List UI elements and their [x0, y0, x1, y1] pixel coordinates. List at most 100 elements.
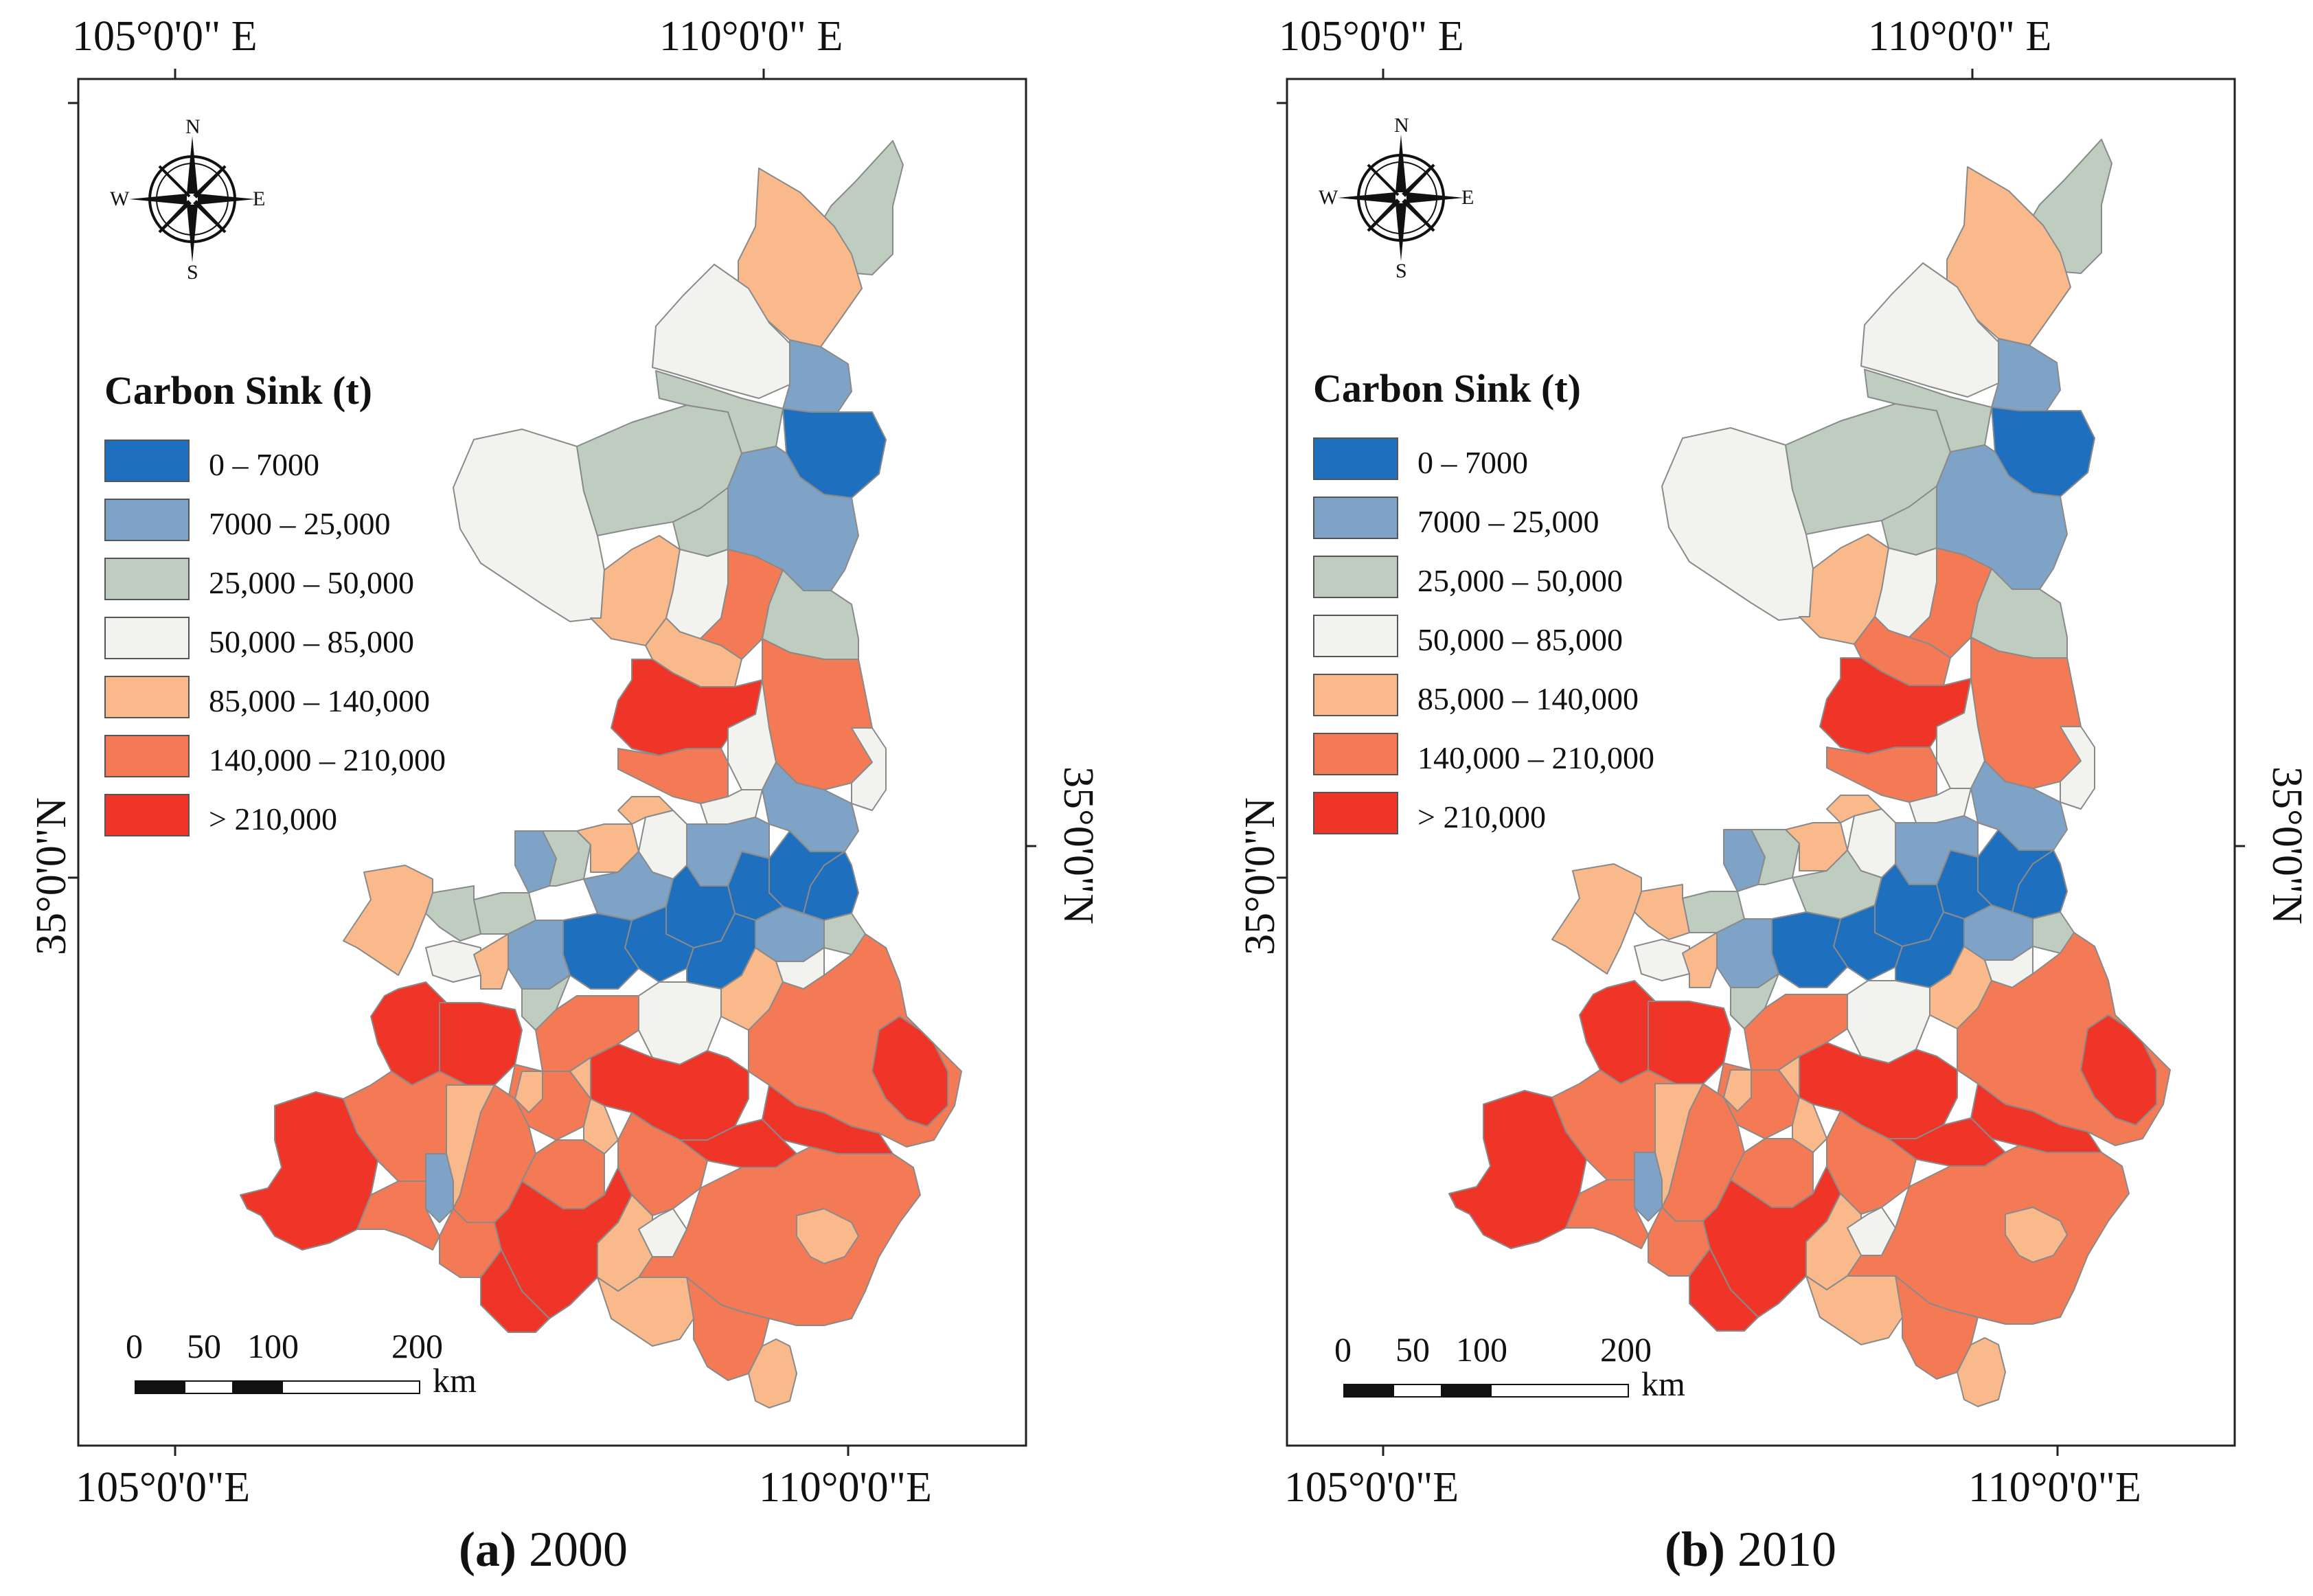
region	[762, 762, 859, 852]
scale-unit: km	[433, 1361, 477, 1400]
scale-tick: 200	[1600, 1330, 1652, 1369]
caption-letter: (a)	[459, 1522, 516, 1577]
region	[343, 865, 433, 976]
map-frame	[1286, 78, 2236, 1447]
region	[1565, 1179, 1649, 1249]
legend-label: > 210,000	[209, 801, 337, 836]
region	[1551, 863, 1642, 974]
region	[679, 1119, 797, 1168]
region	[1689, 1248, 1759, 1332]
province-map-2010	[1448, 139, 2171, 1407]
compass-rose: N S E W	[1319, 115, 1483, 282]
lat-label-left: 35°0'0"N	[1237, 797, 1284, 956]
region	[370, 981, 447, 1086]
scale-tick: 100	[247, 1327, 299, 1365]
lat-label-left: 35°0'0"N	[28, 797, 76, 956]
region	[508, 920, 571, 990]
legend-swatch	[1313, 674, 1398, 716]
lon-label-top-left: 105°0'0" E	[1279, 13, 1464, 60]
region	[1991, 338, 2061, 411]
region	[1579, 980, 1656, 1084]
compass-rose-icon	[129, 136, 255, 262]
region	[1957, 1337, 2006, 1407]
compass-s: S	[187, 261, 198, 284]
map-svg-2010	[1277, 69, 2245, 1456]
map-panel-2010: 105°0'0" E 110°0'0" E 105°0'0"E 110°0'0"…	[1211, 0, 2313, 1596]
compass-s: S	[1395, 260, 1407, 282]
legend-label: 25,000 – 50,000	[209, 565, 414, 600]
lat-label-right: 35°0'0"N	[1055, 766, 1102, 925]
compass-rose-icon	[1338, 135, 1464, 261]
legend-swatch	[104, 735, 190, 777]
region	[1634, 939, 1690, 981]
scale-tick: 50	[1395, 1330, 1430, 1369]
region	[1805, 1275, 1910, 1345]
lon-label-bottom-left: 105°0'0"E	[1284, 1464, 1459, 1511]
compass-w: W	[110, 187, 130, 210]
region	[652, 264, 790, 399]
legend-swatch	[104, 440, 190, 482]
legend-label: 85,000 – 140,000	[209, 683, 430, 718]
province-map-2000	[240, 140, 962, 1409]
region	[748, 1338, 797, 1409]
legend: Carbon Sink (t) 0 – 7000 7000 – 25,000 2…	[104, 371, 516, 852]
lat-label-right: 35°0'0"N	[2264, 766, 2311, 925]
region	[782, 339, 852, 413]
region	[240, 1091, 378, 1251]
scale-tick: 200	[391, 1327, 443, 1365]
region	[796, 1208, 859, 1264]
compass-w: W	[1319, 186, 1338, 209]
region	[2080, 1014, 2157, 1126]
caption-2010: (b) 2010	[1665, 1525, 1836, 1574]
lon-label-bottom-right: 110°0'0"E	[759, 1464, 932, 1511]
scale-bar: 0 50 100 200 km	[124, 1329, 508, 1411]
map-panel-2000: 105°0'0" E 110°0'0" E 105°0'0"E 110°0'0"…	[0, 0, 1156, 1596]
region	[1634, 884, 1690, 940]
legend-swatch	[1313, 615, 1398, 657]
lon-label-top-right: 110°0'0" E	[1868, 13, 2052, 60]
region	[480, 1249, 550, 1333]
legend-swatch	[1313, 792, 1398, 834]
caption-2000: (a) 2000	[459, 1525, 628, 1574]
region	[1716, 918, 1779, 988]
region	[1847, 980, 1930, 1064]
legend-label: 7000 – 25,000	[1417, 504, 1599, 539]
region	[569, 1057, 619, 1154]
region	[439, 1002, 523, 1086]
legend-swatch	[104, 499, 190, 541]
scale-bar: 0 50 100 200 km	[1332, 1332, 1717, 1415]
legend-swatch	[104, 617, 190, 659]
scale-bar-graphic	[135, 1380, 420, 1394]
compass-n: N	[185, 115, 201, 138]
legend-swatch	[1313, 733, 1398, 775]
region	[1648, 1001, 1731, 1084]
legend-label: 50,000 – 85,000	[1417, 622, 1623, 657]
legend-title: Carbon Sink (t)	[1313, 366, 1581, 411]
compass-e: E	[253, 187, 266, 210]
lon-label-bottom-left: 105°0'0"E	[76, 1464, 251, 1511]
scale-tick: 100	[1456, 1330, 1507, 1369]
region	[1888, 1117, 2006, 1167]
region	[1778, 1056, 1827, 1153]
legend-swatch	[104, 558, 190, 600]
legend-label: 140,000 – 210,000	[1417, 740, 1654, 775]
legend-swatch	[104, 794, 190, 836]
lon-label-bottom-right: 110°0'0"E	[1968, 1464, 2141, 1511]
region	[1826, 746, 1937, 803]
region	[1860, 262, 1999, 398]
region	[638, 981, 722, 1065]
map-svg-2000	[68, 69, 1036, 1456]
scale-bar-graphic	[1343, 1384, 1629, 1398]
scale-tick: 0	[1334, 1330, 1352, 1369]
lon-label-top-left: 105°0'0" E	[72, 13, 258, 60]
region	[2060, 726, 2095, 810]
scale-tick: 50	[187, 1327, 221, 1365]
legend-swatch	[104, 676, 190, 718]
scale-tick: 0	[126, 1327, 143, 1365]
region	[597, 1277, 701, 1347]
region	[562, 913, 639, 990]
legend-swatch	[1313, 437, 1398, 480]
region	[617, 748, 729, 804]
legend-title: Carbon Sink (t)	[104, 368, 372, 413]
legend-swatch	[1313, 497, 1398, 539]
